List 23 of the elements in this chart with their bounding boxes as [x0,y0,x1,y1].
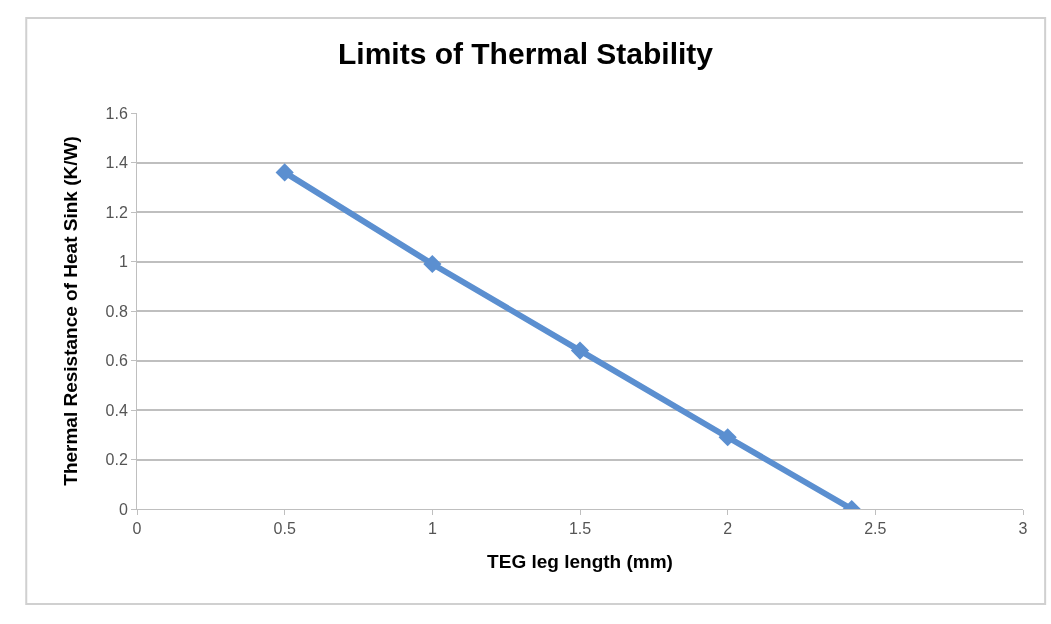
chart-title: Limits of Thermal Stability [337,36,714,70]
y-tick-label: 1.6 [105,104,128,122]
y-tick-label: 1.2 [105,203,128,221]
x-tick-label: 0.5 [273,520,296,538]
y-tick-label: 0.6 [105,352,128,370]
y-tick-label: 0.2 [105,451,128,469]
x-tick-label: 0 [132,520,142,538]
y-tick-label: 0.8 [105,302,128,320]
y-tick-label: 1 [118,253,128,271]
point [570,341,590,360]
y-tick-label: 0 [118,500,128,518]
point [718,428,737,447]
x-tick-label: 3 [1018,520,1028,538]
point [423,254,442,274]
x-axis-title: TEG leg length (mm) [487,551,673,572]
y-axis-title: Thermal Resistance of Heat Sink (K/W) [60,136,82,486]
x-tick-label: 1 [427,520,437,538]
x-tick-label: 1.5 [568,520,592,538]
y-tick-label: 1.4 [105,154,128,172]
y-tick-label: 0.4 [105,401,128,419]
x-tick-label: 2.5 [864,520,887,538]
x-tick-label: 2 [723,520,733,538]
point [275,163,294,182]
